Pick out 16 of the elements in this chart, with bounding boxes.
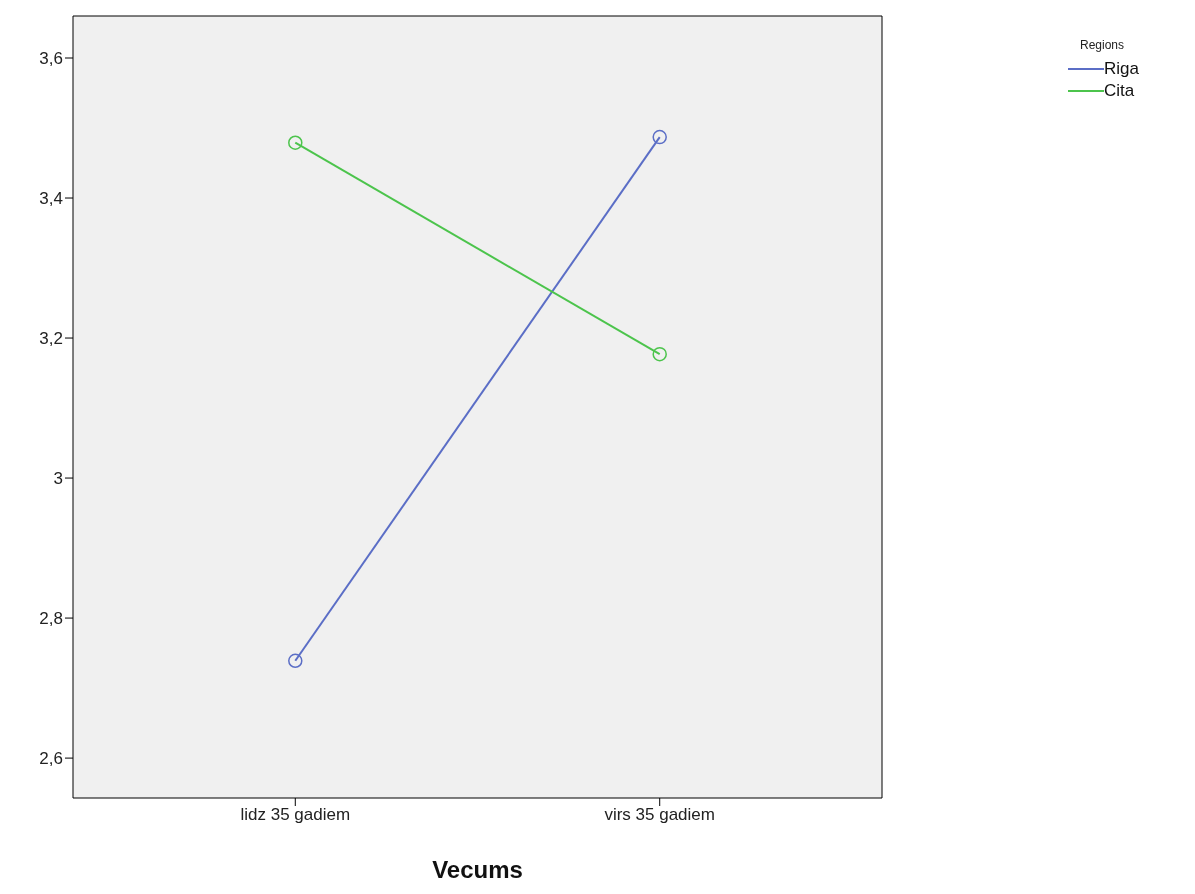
point bbox=[652, 346, 667, 362]
y-tick-label: 3 bbox=[53, 469, 63, 489]
y-tick-label: 3,6 bbox=[39, 49, 63, 69]
legend-label: Cita bbox=[1104, 81, 1135, 101]
legend-title: Regions bbox=[1080, 38, 1126, 52]
y-tick-label: 2,8 bbox=[39, 609, 63, 629]
point bbox=[288, 653, 303, 669]
y-tick-label: 2,6 bbox=[39, 749, 63, 769]
x-tick-label: lidz 35 gadiem bbox=[240, 805, 351, 825]
point bbox=[652, 129, 667, 145]
legend-label: Riga bbox=[1104, 59, 1139, 79]
x-axis-title: Vecums bbox=[432, 856, 523, 883]
x-tick-label: virs 35 gadiem bbox=[604, 805, 715, 825]
y-tick-label: 3,4 bbox=[39, 189, 63, 209]
y-tick-label: 3,2 bbox=[39, 329, 63, 349]
point bbox=[288, 135, 303, 150]
